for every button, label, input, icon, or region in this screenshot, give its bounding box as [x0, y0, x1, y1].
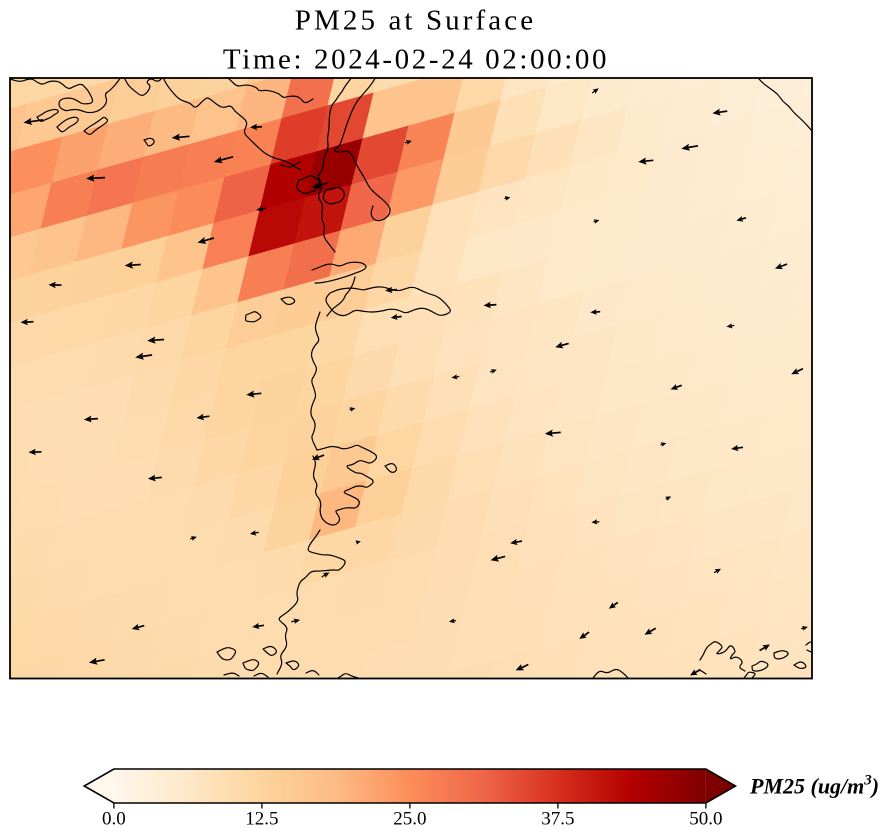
- svg-text:PM25 at Surface: PM25 at Surface: [295, 5, 536, 37]
- svg-text:50.0: 50.0: [689, 809, 722, 830]
- svg-text:PM25 (ug/m3): PM25 (ug/m3): [749, 773, 879, 799]
- svg-text:0.0: 0.0: [102, 809, 126, 830]
- svg-text:37.5: 37.5: [541, 809, 574, 830]
- svg-text:25.0: 25.0: [393, 809, 426, 830]
- svg-text:Time: 2024-02-24 02:00:00: Time: 2024-02-24 02:00:00: [223, 44, 609, 76]
- svg-text:12.5: 12.5: [245, 809, 278, 830]
